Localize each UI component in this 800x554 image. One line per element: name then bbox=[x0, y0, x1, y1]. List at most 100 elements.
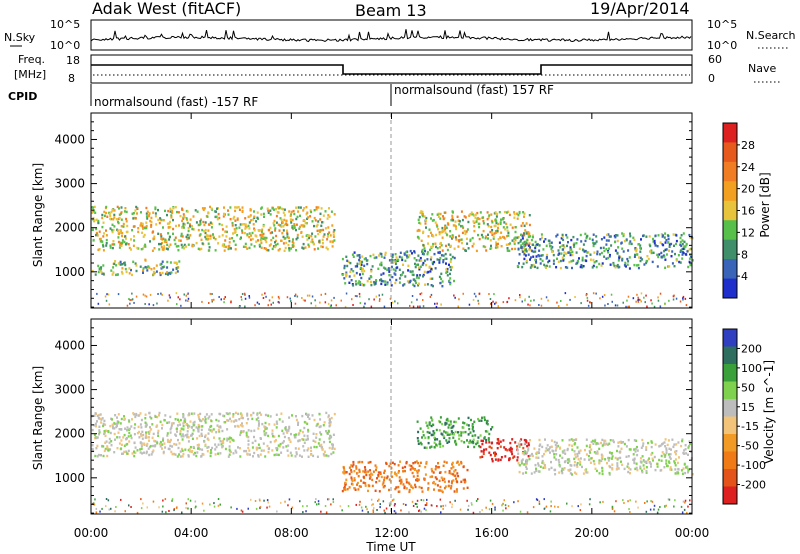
scatter-cell bbox=[112, 271, 115, 274]
scatter-cell bbox=[423, 270, 426, 274]
scatter-cell bbox=[186, 237, 189, 241]
scatter-cell bbox=[427, 436, 430, 439]
scatter-cell bbox=[649, 244, 652, 248]
scatter-cell bbox=[277, 249, 280, 252]
scatter-cell bbox=[620, 242, 623, 245]
scatter-cell bbox=[238, 208, 241, 211]
scatter-cell bbox=[176, 455, 179, 458]
scatter-cell bbox=[417, 442, 420, 445]
scatter-cell bbox=[548, 259, 551, 263]
scatter-cell bbox=[574, 453, 577, 456]
scatter-cell bbox=[390, 284, 393, 287]
clutter-cell bbox=[364, 302, 366, 305]
scatter-cell bbox=[92, 239, 95, 242]
scatter-cell bbox=[550, 247, 553, 251]
scatter-cell bbox=[166, 421, 169, 424]
scatter-cell bbox=[165, 239, 168, 242]
scatter-cell bbox=[667, 234, 670, 238]
scatter-cell bbox=[105, 211, 108, 215]
scatter-cell bbox=[327, 429, 330, 433]
clutter-cell bbox=[133, 301, 135, 304]
scatter-cell bbox=[295, 451, 298, 454]
scatter-cell bbox=[274, 245, 277, 249]
scatter-cell bbox=[402, 470, 405, 473]
scatter-cell bbox=[571, 448, 574, 451]
scatter-cell bbox=[532, 263, 535, 267]
scatter-cell bbox=[444, 485, 447, 488]
clutter-cell bbox=[379, 503, 381, 506]
scatter-cell bbox=[598, 253, 601, 256]
scatter-cell bbox=[99, 413, 102, 416]
scatter-cell bbox=[275, 453, 278, 456]
clutter-cell bbox=[272, 301, 274, 304]
clutter-cell bbox=[391, 301, 394, 304]
clutter-cell bbox=[656, 511, 659, 514]
scatter-cell bbox=[260, 230, 263, 233]
clutter-cell bbox=[414, 502, 417, 505]
scatter-cell bbox=[355, 283, 358, 286]
scatter-cell bbox=[435, 465, 438, 468]
scatter-cell bbox=[561, 233, 564, 237]
scatter-cell bbox=[344, 272, 347, 276]
scatter-cell bbox=[584, 232, 587, 236]
y-tick-label: 4000 bbox=[54, 338, 85, 352]
scatter-cell bbox=[449, 230, 452, 233]
scatter-cell bbox=[607, 459, 610, 462]
scatter-cell bbox=[231, 237, 234, 240]
scatter-cell bbox=[354, 488, 357, 491]
scatter-cell bbox=[411, 486, 414, 490]
scatter-cell bbox=[479, 211, 482, 214]
scatter-cell bbox=[437, 215, 440, 218]
scatter-cell bbox=[405, 481, 408, 484]
scatter-cell bbox=[440, 272, 443, 275]
scatter-cell bbox=[382, 280, 385, 283]
scatter-cell bbox=[407, 481, 410, 484]
scatter-cell bbox=[593, 251, 596, 254]
scatter-cell bbox=[575, 472, 578, 475]
scatter-cell bbox=[641, 455, 644, 458]
clutter-cell bbox=[657, 299, 660, 302]
scatter-cell bbox=[359, 262, 361, 266]
scatter-cell bbox=[139, 441, 142, 445]
scatter-cell bbox=[427, 482, 430, 485]
scatter-cell bbox=[495, 231, 498, 234]
scatter-cell bbox=[480, 450, 483, 453]
scatter-cell bbox=[544, 265, 547, 268]
scatter-cell bbox=[239, 455, 242, 458]
clutter-cell bbox=[236, 507, 238, 510]
scatter-cell bbox=[178, 224, 180, 227]
scatter-cell bbox=[484, 237, 487, 240]
scatter-cell bbox=[524, 240, 527, 244]
scatter-cell bbox=[487, 233, 489, 236]
scatter-cell bbox=[158, 242, 160, 246]
clutter-cell bbox=[519, 510, 522, 513]
scatter-cell bbox=[183, 419, 186, 423]
scatter-cell bbox=[162, 266, 165, 269]
scatter-cell bbox=[363, 283, 366, 287]
clutter-cell bbox=[94, 498, 96, 501]
scatter-cell bbox=[555, 458, 558, 461]
scatter-cell bbox=[136, 246, 139, 250]
clutter-cell bbox=[256, 301, 259, 304]
scatter-cell bbox=[205, 237, 208, 241]
scatter-cell bbox=[469, 439, 472, 442]
scatter-cell bbox=[118, 216, 121, 220]
scatter-cell bbox=[449, 265, 452, 269]
scatter-cell bbox=[561, 456, 564, 460]
scatter-cell bbox=[439, 257, 442, 260]
scatter-cell bbox=[534, 463, 537, 467]
scatter-cell bbox=[305, 413, 308, 416]
scatter-cell bbox=[621, 463, 624, 466]
scatter-cell bbox=[559, 246, 562, 249]
scatter-cell bbox=[404, 275, 407, 278]
scatter-cell bbox=[532, 255, 535, 258]
scatter-cell bbox=[500, 231, 503, 234]
scatter-cell bbox=[232, 413, 235, 416]
scatter-cell bbox=[434, 221, 437, 224]
scatter-cell bbox=[538, 444, 541, 448]
scatter-cell bbox=[183, 223, 186, 226]
scatter-cell bbox=[325, 430, 327, 433]
scatter-cell bbox=[605, 257, 608, 260]
clutter-cell bbox=[296, 295, 299, 298]
scatter-cell bbox=[680, 444, 683, 448]
